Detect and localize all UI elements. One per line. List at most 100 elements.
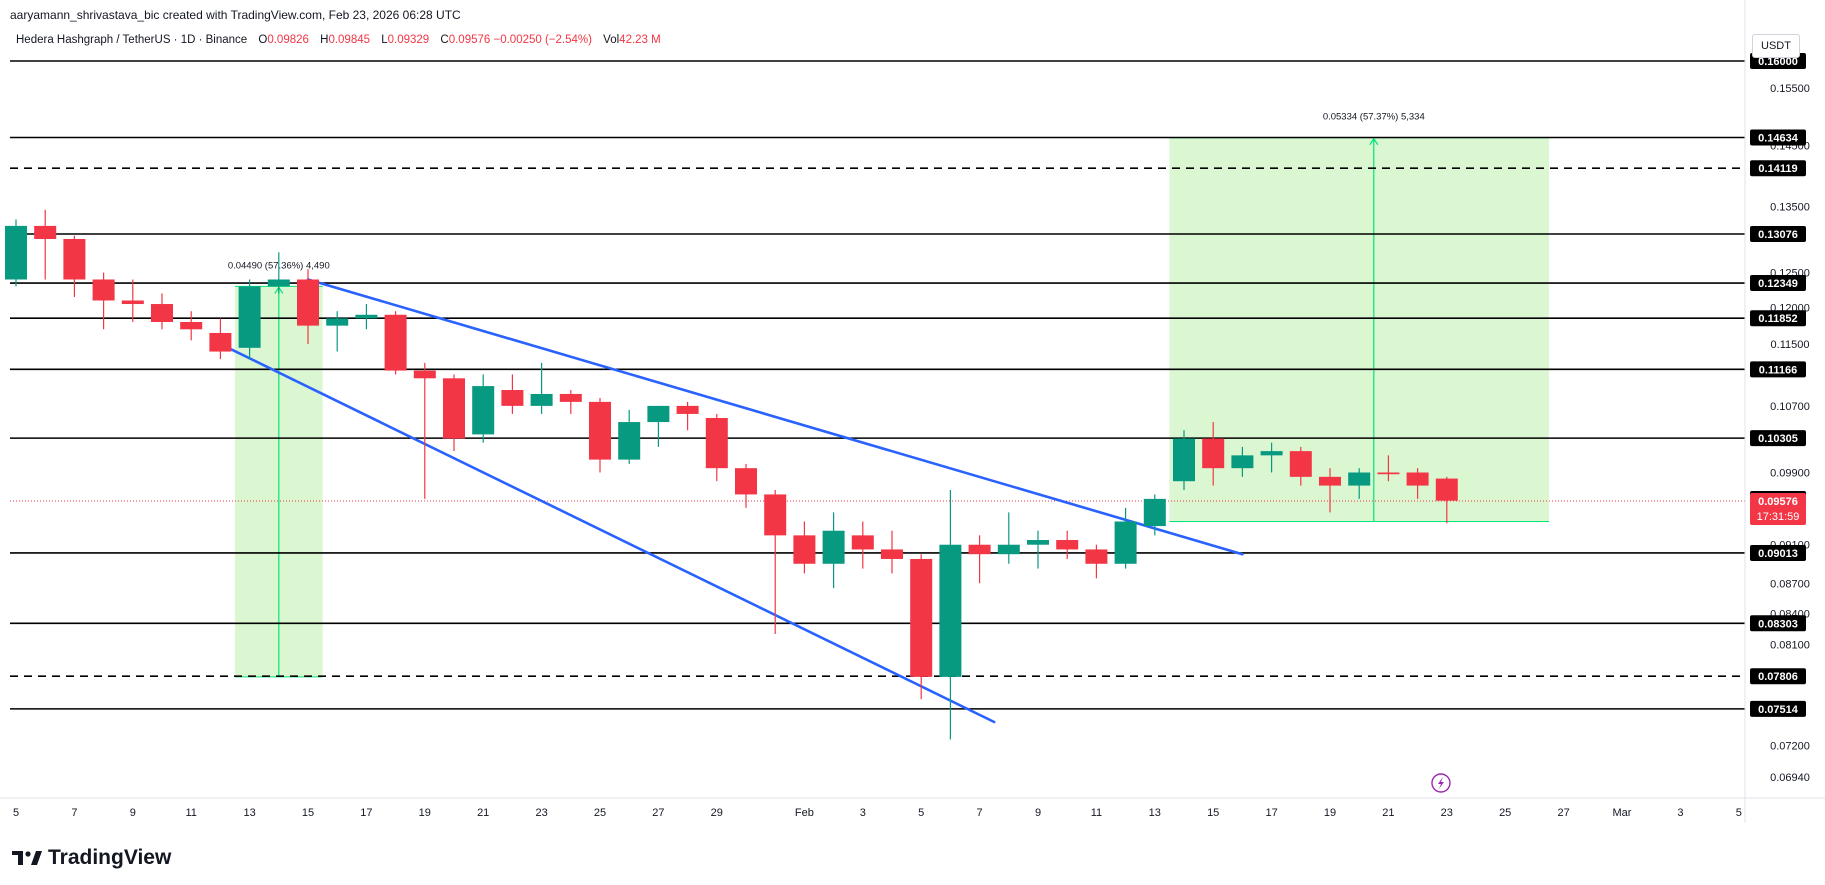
level-price-label[interactable]: 0.07806 xyxy=(1750,668,1806,685)
candle-body[interactable] xyxy=(297,279,319,326)
candle-body[interactable] xyxy=(764,494,787,536)
candle-body[interactable] xyxy=(151,304,173,323)
candle-body[interactable] xyxy=(355,314,378,319)
level-price-label[interactable]: 0.09013 xyxy=(1750,544,1806,561)
level-price-label[interactable]: 0.11166 xyxy=(1750,361,1806,378)
level-price-label-bg xyxy=(1750,310,1806,327)
level-price-label-bg xyxy=(1750,700,1806,717)
time-tick-label: Mar xyxy=(1613,807,1632,819)
candle-body[interactable] xyxy=(530,393,553,406)
time-tick-label: 21 xyxy=(477,807,489,819)
candle-body[interactable] xyxy=(1406,472,1429,486)
candle-body[interactable] xyxy=(1348,472,1371,486)
candle-body[interactable] xyxy=(1289,451,1312,477)
candle-body[interactable] xyxy=(851,535,874,550)
candle-body[interactable] xyxy=(1435,478,1458,501)
candle-body[interactable] xyxy=(180,322,203,330)
level-price-label[interactable]: 0.13076 xyxy=(1750,225,1806,242)
symbol-name[interactable]: Hedera Hashgraph / TetherUS · 1D · Binan… xyxy=(16,34,248,46)
candle-body[interactable] xyxy=(997,544,1020,555)
candle-body[interactable] xyxy=(121,300,144,305)
price-tick-label: 0.09900 xyxy=(1770,467,1810,479)
candle-body[interactable] xyxy=(5,225,27,280)
level-price-label[interactable]: 0.14119 xyxy=(1750,160,1806,177)
candle-body[interactable] xyxy=(1056,540,1079,550)
candle-body[interactable] xyxy=(92,279,115,301)
level-price-label-bg xyxy=(1750,544,1806,561)
time-tick-label: 13 xyxy=(243,807,255,819)
level-price-label-text: 0.14634 xyxy=(1758,132,1799,144)
level-price-label-bg xyxy=(1750,225,1806,242)
candle-body[interactable] xyxy=(822,530,845,564)
candle-body[interactable] xyxy=(384,314,407,371)
candle-body[interactable] xyxy=(1377,472,1400,475)
event-marker-icon[interactable] xyxy=(1431,773,1451,793)
candle-body[interactable] xyxy=(1231,455,1254,469)
measure-arrow-head xyxy=(1369,137,1379,146)
candle-body[interactable] xyxy=(267,279,290,287)
level-price-label-bg xyxy=(1750,615,1806,632)
measure-box[interactable] xyxy=(1169,137,1549,522)
time-tick-label: 25 xyxy=(1499,807,1511,819)
candle-body[interactable] xyxy=(472,386,495,435)
candle-body[interactable] xyxy=(63,238,86,280)
time-tick-label: 19 xyxy=(1324,807,1336,819)
candle-body[interactable] xyxy=(881,549,903,559)
trendline[interactable] xyxy=(219,342,996,724)
candle-body[interactable] xyxy=(618,422,641,460)
time-tick-label: 5 xyxy=(918,807,924,819)
candle-body[interactable] xyxy=(1202,438,1225,469)
candle-body[interactable] xyxy=(1027,540,1049,545)
price-unit-label[interactable]: USDT xyxy=(1752,34,1800,58)
high-label: H xyxy=(320,34,329,46)
current-price-label[interactable]: 0.09576 17:31:59 xyxy=(1750,493,1806,526)
level-price-label[interactable]: 0.11852 xyxy=(1750,310,1806,327)
level-price-label-text: 0.07806 xyxy=(1758,671,1798,683)
candle-body[interactable] xyxy=(326,318,349,326)
low-label: L xyxy=(381,34,388,46)
candle-body[interactable] xyxy=(793,535,816,564)
time-tick-label: 11 xyxy=(1091,807,1102,819)
price-tick-label: 0.15500 xyxy=(1770,83,1810,95)
time-tick-label: 27 xyxy=(1557,807,1569,819)
candle-body[interactable] xyxy=(676,405,699,414)
candle-body[interactable] xyxy=(968,544,991,555)
candle-body[interactable] xyxy=(501,390,524,406)
time-tick-label: 21 xyxy=(1382,807,1394,819)
measure-label: 0.05334 (57.37%) 5,334 xyxy=(1323,112,1425,123)
time-tick-label: 3 xyxy=(860,807,866,819)
candle-body[interactable] xyxy=(209,332,232,352)
time-tick-label: 23 xyxy=(535,807,547,819)
candle-body[interactable] xyxy=(647,405,670,423)
candle-body[interactable] xyxy=(559,393,582,402)
candle-body[interactable] xyxy=(1260,451,1283,456)
level-price-label[interactable]: 0.10305 xyxy=(1750,430,1806,447)
level-price-label[interactable]: 0.08303 xyxy=(1750,615,1806,632)
candle-body[interactable] xyxy=(34,225,57,239)
time-tick-label: 29 xyxy=(711,807,723,819)
candle-body[interactable] xyxy=(1114,521,1137,564)
price-tick-label: 0.08100 xyxy=(1770,640,1810,652)
trendline[interactable] xyxy=(306,278,1244,556)
price-tick-label: 0.06940 xyxy=(1770,772,1810,784)
level-price-label[interactable]: 0.14634 xyxy=(1750,129,1806,146)
candle-body[interactable] xyxy=(910,558,933,677)
candle-body[interactable] xyxy=(589,401,611,460)
time-tick-label: 17 xyxy=(360,807,372,819)
level-price-label-bg xyxy=(1750,129,1806,146)
candle-body[interactable] xyxy=(413,370,436,379)
candle-body[interactable] xyxy=(939,544,962,677)
candle-body[interactable] xyxy=(1173,438,1195,482)
time-tick-label: 5 xyxy=(1736,807,1742,819)
candle-body[interactable] xyxy=(1085,549,1108,564)
candle-body[interactable] xyxy=(1143,498,1166,527)
level-price-label[interactable]: 0.07514 xyxy=(1750,700,1806,717)
price-tick-label: 0.07200 xyxy=(1770,740,1810,752)
candle-body[interactable] xyxy=(238,286,261,348)
candle-body[interactable] xyxy=(1319,476,1341,486)
candle-body[interactable] xyxy=(735,468,757,495)
candle-body[interactable] xyxy=(443,378,465,439)
level-price-label[interactable]: 0.12349 xyxy=(1750,275,1806,292)
candle-body[interactable] xyxy=(705,417,728,469)
